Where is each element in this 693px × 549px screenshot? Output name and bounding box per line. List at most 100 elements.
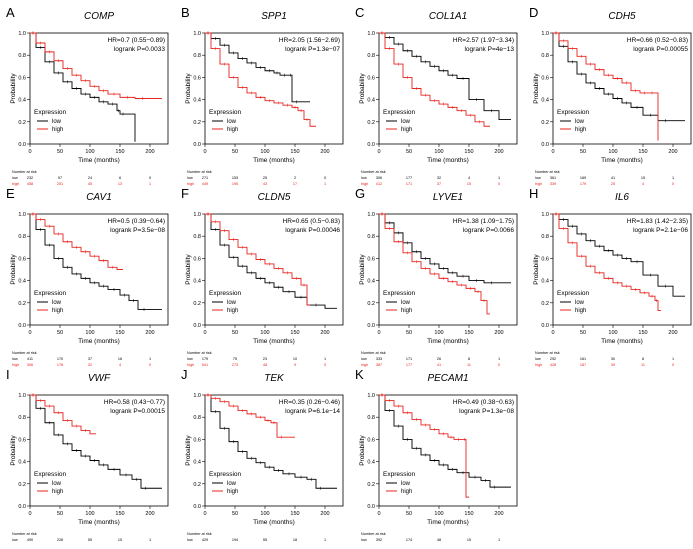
plot-frame	[378, 394, 518, 507]
x-tick-label: 200	[494, 149, 503, 155]
risk-count: 1	[672, 357, 674, 361]
y-tick-label: 0.2	[367, 301, 375, 307]
panel-g: G LYVE1 0.0 0.2 0.4 0.6 0.8 1.0 0 50 100 150 200 Time…	[355, 186, 518, 367]
risk-row-label-high: high	[535, 363, 542, 367]
y-axis-label: Probability	[359, 435, 366, 466]
y-axis-label: Probability	[185, 254, 192, 285]
y-tick-label: 0.4	[18, 279, 26, 285]
legend-label-low: low	[52, 481, 62, 487]
x-tick-label: 150	[464, 149, 473, 155]
y-tick-label: 0.4	[541, 98, 549, 104]
risk-count: 1	[149, 182, 151, 186]
y-tick-label: 0.0	[541, 142, 549, 148]
risk-row-label-high: high	[361, 182, 368, 186]
panel-i: I VWF 0.0 0.2 0.4 0.6 0.8 1.0 0 50 100 150 200 Time (…	[6, 367, 169, 548]
legend-label-high: high	[401, 127, 412, 133]
risk-count: 55	[88, 538, 92, 542]
legend-label-high: high	[401, 308, 412, 314]
legend-label-low: low	[227, 300, 237, 306]
legend-label-low: low	[227, 481, 237, 487]
y-tick-label: 0.2	[18, 482, 26, 488]
x-tick-label: 0	[28, 149, 31, 155]
x-axis-label: Time (months)	[427, 519, 469, 526]
y-axis-label: Probability	[10, 73, 17, 104]
legend-title: Expression	[383, 290, 416, 297]
logrank-annotation: logrank P=0.00046	[285, 227, 340, 234]
y-tick-label: 0.2	[18, 301, 26, 307]
risk-count: 18	[293, 538, 297, 542]
legend-title: Expression	[209, 471, 242, 478]
panel-letter: K	[355, 367, 364, 382]
x-tick-label: 200	[145, 330, 154, 336]
plot-frame	[378, 32, 518, 145]
y-tick-label: 0.8	[367, 234, 375, 240]
y-tick-label: 0.8	[18, 53, 26, 59]
x-axis-label: Time (months)	[427, 338, 469, 345]
risk-count: 97	[58, 176, 62, 180]
y-tick-label: 1.0	[193, 212, 201, 218]
risk-count: 41	[437, 363, 441, 367]
risk-count: 23	[263, 357, 267, 361]
gene-title: VWF	[88, 373, 111, 384]
risk-count: 6	[119, 176, 121, 180]
panel-b: B SPP1 0.0 0.2 0.4 0.6 0.8 1.0 0 50 100 150 200 Time …	[181, 5, 344, 186]
x-tick-label: 0	[28, 330, 31, 336]
y-tick-label: 0.8	[193, 234, 201, 240]
plot-frame	[204, 32, 344, 145]
legend-label-high: high	[52, 127, 63, 133]
risk-row-label-low: low	[12, 538, 18, 542]
legend-label-high: high	[227, 489, 238, 495]
legend-title: Expression	[34, 290, 67, 297]
risk-count: 226	[57, 538, 63, 542]
curve-low	[379, 394, 511, 488]
hr-annotation: HR=0.65 (0.5−0.83)	[283, 218, 340, 225]
panel-letter: D	[529, 5, 538, 20]
legend-label-low: low	[575, 300, 585, 306]
y-tick-label: 0.6	[193, 437, 201, 443]
x-tick-label: 0	[377, 149, 380, 155]
logrank-annotation: logrank P=1.3e−08	[459, 408, 514, 415]
x-tick-label: 150	[290, 330, 299, 336]
x-tick-label: 150	[464, 511, 473, 517]
risk-count: 194	[232, 538, 238, 542]
risk-count: 39	[611, 363, 615, 367]
hr-annotation: HR=0.35 (0.26−0.46)	[279, 399, 340, 406]
risk-count: 48	[437, 538, 441, 542]
x-tick-label: 100	[85, 330, 94, 336]
x-tick-label: 50	[57, 149, 63, 155]
gene-title: TEK	[264, 373, 285, 384]
x-tick-label: 100	[260, 330, 269, 336]
panel-letter: G	[355, 186, 365, 201]
y-tick-label: 0.8	[193, 53, 201, 59]
risk-count: 26	[437, 357, 441, 361]
y-tick-label: 0.4	[541, 279, 549, 285]
x-tick-label: 200	[145, 149, 154, 155]
risk-row-label-low: low	[361, 538, 367, 542]
y-tick-label: 1.0	[367, 212, 375, 218]
number-at-risk-title: Number at risk	[12, 170, 37, 174]
plot-frame	[29, 394, 169, 507]
y-tick-label: 0.0	[541, 323, 549, 329]
risk-row-label-high: high	[187, 182, 194, 186]
logrank-annotation: logrank P=4e−13	[464, 46, 514, 53]
x-tick-label: 100	[85, 511, 94, 517]
number-at-risk-title: Number at risk	[535, 351, 560, 355]
x-tick-label: 0	[551, 330, 554, 336]
x-tick-label: 50	[232, 149, 238, 155]
legend-label-low: low	[401, 481, 411, 487]
hr-annotation: HR=1.38 (1.09−1.75)	[453, 218, 514, 225]
risk-row-label-low: low	[361, 176, 367, 180]
risk-count: 0	[498, 182, 500, 186]
risk-count: 178	[57, 363, 63, 367]
y-tick-label: 0.2	[193, 482, 201, 488]
risk-count: 169	[580, 176, 586, 180]
y-tick-label: 0.0	[193, 504, 201, 510]
x-tick-label: 0	[203, 149, 206, 155]
legend-label-low: low	[575, 119, 585, 125]
risk-count: 11	[467, 363, 471, 367]
risk-count: 1	[672, 176, 674, 180]
number-at-risk-title: Number at risk	[361, 170, 386, 174]
plot-frame	[204, 213, 344, 326]
risk-count: 177	[406, 363, 412, 367]
